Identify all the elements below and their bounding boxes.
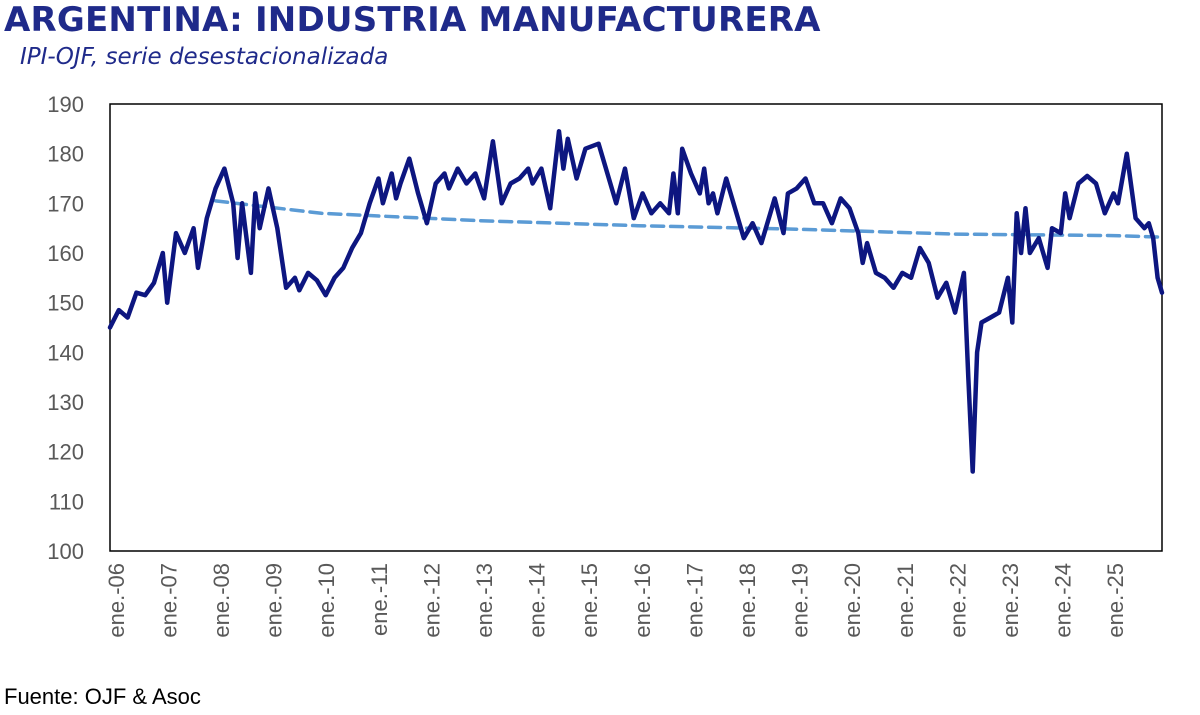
x-tick-label: ene.-10	[314, 563, 339, 638]
source-note: Fuente: OJF & Asoc	[4, 684, 201, 709]
x-tick-label: ene.-11	[367, 563, 392, 636]
y-tick-label: 110	[49, 489, 84, 514]
y-tick-label: 180	[47, 142, 84, 167]
y-tick-label: 170	[47, 191, 84, 216]
y-axis-ticks: 100 110 120 130 140 150 160 170 180 190	[47, 92, 84, 564]
x-tick-label: ene.-21	[893, 563, 918, 638]
trend-line	[213, 199, 1164, 239]
y-tick-label: 190	[47, 92, 84, 117]
y-tick-label: 140	[47, 340, 84, 365]
x-tick-label: ene.-17	[682, 563, 707, 638]
ipi-series-line	[107, 129, 1165, 474]
y-tick-label: 160	[47, 241, 84, 266]
x-axis-ticks: ene.-06 ene.-07 ene.-08 ene.-09 ene.-10 ene.-…	[104, 563, 1128, 638]
y-tick-label: 100	[47, 539, 84, 564]
x-tick-label: ene.-06	[104, 563, 129, 638]
x-tick-label: ene.-15	[577, 563, 602, 638]
x-tick-label: ene.-13	[472, 563, 497, 638]
x-tick-label: ene.-08	[209, 563, 234, 638]
x-tick-label: ene.-20	[840, 563, 865, 638]
x-tick-label: ene.-23	[998, 563, 1023, 638]
chart-title: ARGENTINA: INDUSTRIA MANUFACTURERA	[4, 0, 821, 40]
series-lines	[107, 129, 1165, 474]
x-tick-label: ene.-07	[156, 563, 181, 638]
y-tick-label: 150	[47, 291, 84, 316]
chart-subtitle: IPI-OJF, serie desestacionalizada	[20, 44, 389, 70]
x-tick-label: ene.-24	[1051, 563, 1076, 638]
x-tick-label: ene.-16	[630, 563, 655, 638]
y-tick-label: 120	[47, 440, 84, 465]
plot-frame	[109, 103, 1163, 552]
x-tick-label: ene.-18	[735, 563, 760, 638]
x-tick-label: ene.-22	[945, 563, 970, 638]
x-tick-label: ene.-12	[419, 563, 444, 638]
x-tick-label: ene.-25	[1103, 563, 1128, 638]
y-tick-label: 130	[47, 390, 84, 415]
x-tick-label: ene.-09	[262, 563, 287, 638]
x-tick-label: ene.-19	[788, 563, 813, 638]
x-tick-label: ene.-14	[525, 563, 550, 638]
